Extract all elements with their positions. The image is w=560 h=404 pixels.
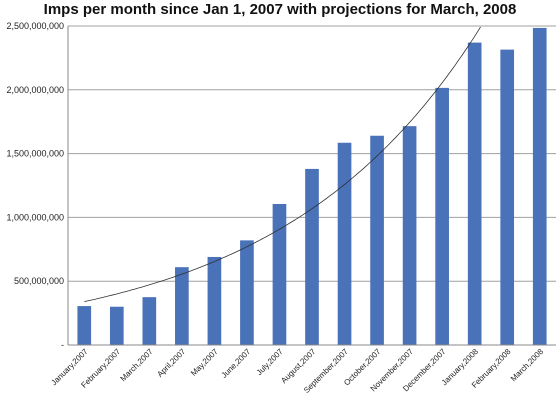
bar (305, 168, 319, 345)
bar (500, 49, 515, 346)
trendline (84, 26, 481, 302)
y-tick-label: 2,500,000,000 (6, 21, 64, 31)
bar (207, 256, 222, 345)
x-tick-label: July,2007 (255, 347, 286, 378)
y-axis-tick-labels: - 500,000,000 1,000,000,000 1,500,000,000 2,… (6, 21, 64, 350)
bar (337, 142, 352, 345)
chart-title: Imps per month since Jan 1, 2007 with pr… (43, 1, 517, 18)
y-tick-label: 1,000,000,000 (6, 212, 64, 222)
bar (532, 27, 547, 345)
x-tick-label: June,2007 (220, 347, 253, 380)
bar (272, 204, 287, 345)
bar (370, 135, 384, 345)
bar (402, 126, 417, 345)
x-tick-label: March,2007 (119, 347, 156, 384)
bar (142, 297, 157, 345)
bar (435, 87, 449, 346)
y-tick-label: 1,500,000,000 (6, 149, 64, 159)
bar (77, 306, 92, 345)
y-tick-label: 2,000,000,000 (6, 85, 64, 95)
bar (467, 42, 482, 345)
bars (77, 27, 547, 346)
x-tick-label: March,2008 (509, 347, 546, 384)
bar (175, 267, 189, 345)
bar (109, 306, 124, 345)
x-tick-label: April,2007 (155, 347, 187, 379)
x-tick-label: May,2007 (189, 347, 220, 378)
y-tick-label: - (61, 340, 64, 350)
bar (240, 240, 254, 345)
y-tick-label: 500,000,000 (14, 276, 64, 286)
